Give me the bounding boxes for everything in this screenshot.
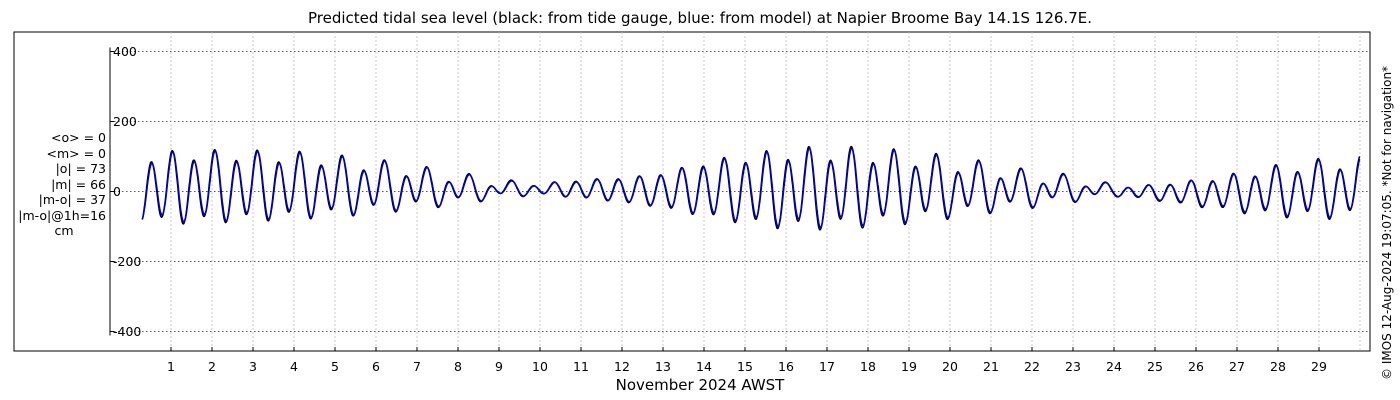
stat-abs-diff-1h: |m-o|@1h=16 <box>18 207 106 223</box>
x-tick-label: 21 <box>983 359 999 374</box>
stat-unit: cm <box>54 223 74 238</box>
x-tick-label: 2 <box>208 359 216 374</box>
y-tick-label: 400 <box>113 44 137 59</box>
x-tick-label: 29 <box>1311 359 1327 374</box>
x-tick-label: 14 <box>696 359 712 374</box>
x-tick-label: 11 <box>573 359 589 374</box>
x-tick-label: 23 <box>1065 359 1081 374</box>
x-tick-label: 18 <box>860 359 876 374</box>
x-tick-label: 5 <box>331 359 339 374</box>
x-tick-label: 3 <box>249 359 257 374</box>
y-tick-label: 200 <box>113 114 137 129</box>
y-tick-label: 0 <box>113 184 121 199</box>
x-tick-label: 22 <box>1024 359 1040 374</box>
x-tick-label: 12 <box>614 359 630 374</box>
x-tick-label: 19 <box>901 359 917 374</box>
x-tick-label: 6 <box>372 359 380 374</box>
x-tick-label: 26 <box>1188 359 1204 374</box>
axes <box>109 47 1320 351</box>
stat-abs-obs: |o| = 73 <box>55 161 106 176</box>
copyright-notice: © IMOS 12-Aug-2024 19:07:05. *Not for na… <box>1380 65 1394 380</box>
statistics-panel: <o> = 0 <m> = 0 |o| = 73 |m| = 66 |m-o| … <box>0 130 118 239</box>
y-tick-label: -400 <box>113 324 141 339</box>
x-tick-label: 15 <box>737 359 753 374</box>
plot-area-frame <box>13 31 1371 352</box>
series-line-model <box>141 147 1361 229</box>
x-tick-label: 16 <box>778 359 794 374</box>
x-tick-label: 24 <box>1106 359 1122 374</box>
x-tick-label: 9 <box>495 359 503 374</box>
x-tick-label: 27 <box>1229 359 1245 374</box>
x-tick-label: 28 <box>1270 359 1286 374</box>
x-tick-label: 20 <box>942 359 958 374</box>
x-axis-label: November 2024 AWST <box>615 376 785 394</box>
grid-lines <box>110 32 1370 351</box>
series-lines <box>141 145 1361 231</box>
stat-mean-model: <m> = 0 <box>46 145 107 161</box>
x-tick-label: 4 <box>290 359 298 374</box>
stat-abs-diff: |m-o| = 37 <box>38 192 106 207</box>
x-tick-label: 13 <box>655 359 671 374</box>
x-tick-label: 7 <box>413 359 421 374</box>
x-tick-label: 17 <box>819 359 835 374</box>
x-tick-label: 1 <box>167 359 175 374</box>
y-tick-label: -200 <box>113 254 141 269</box>
stat-mean-obs: <o> = 0 <box>51 130 106 145</box>
stat-abs-model: |m| = 66 <box>51 176 106 192</box>
chart-title: Predicted tidal sea level (black: from t… <box>307 9 1092 27</box>
x-tick-label: 25 <box>1147 359 1163 374</box>
x-tick-label: 8 <box>454 359 462 374</box>
x-tick-label: 10 <box>532 359 548 374</box>
